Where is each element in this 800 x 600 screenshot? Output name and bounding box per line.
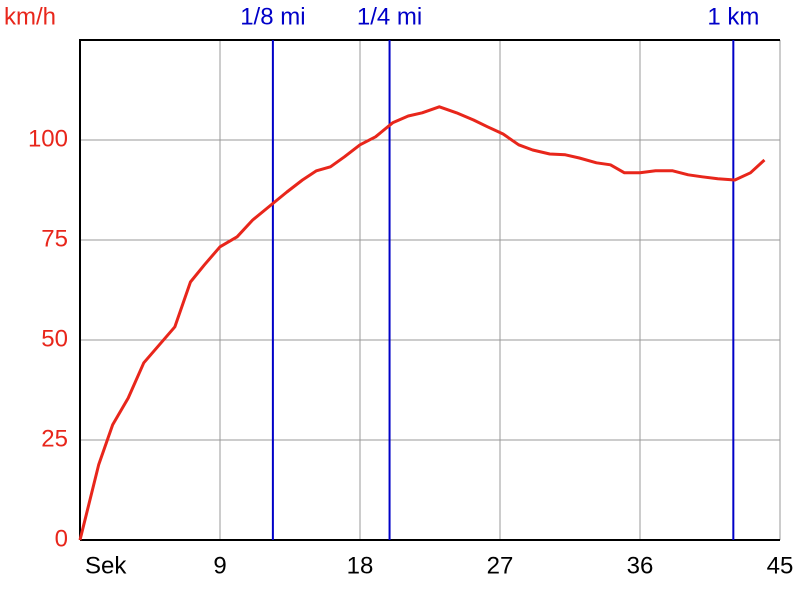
x-tick-label: 18 bbox=[347, 552, 374, 579]
x-tick-label: 9 bbox=[213, 552, 226, 579]
y-tick-label: 25 bbox=[41, 425, 68, 452]
speed-line bbox=[78, 105, 766, 541]
y-tick-label: 100 bbox=[28, 125, 68, 152]
x-tick-label: 45 bbox=[767, 552, 794, 579]
x-axis-label: Sek bbox=[85, 552, 127, 579]
y-tick-label: 50 bbox=[41, 325, 68, 352]
x-tick-label: 36 bbox=[627, 552, 654, 579]
axis-frame bbox=[79, 39, 780, 541]
distance-marker-label: 1/4 mi bbox=[357, 3, 422, 30]
y-axis-label: km/h bbox=[4, 3, 56, 30]
y-tick-label: 0 bbox=[55, 525, 68, 552]
distance-marker-label: 1/8 mi bbox=[240, 3, 305, 30]
x-tick-label: 27 bbox=[487, 552, 514, 579]
y-tick-label: 75 bbox=[41, 225, 68, 252]
distance-marker-label: 1 km bbox=[707, 3, 759, 30]
